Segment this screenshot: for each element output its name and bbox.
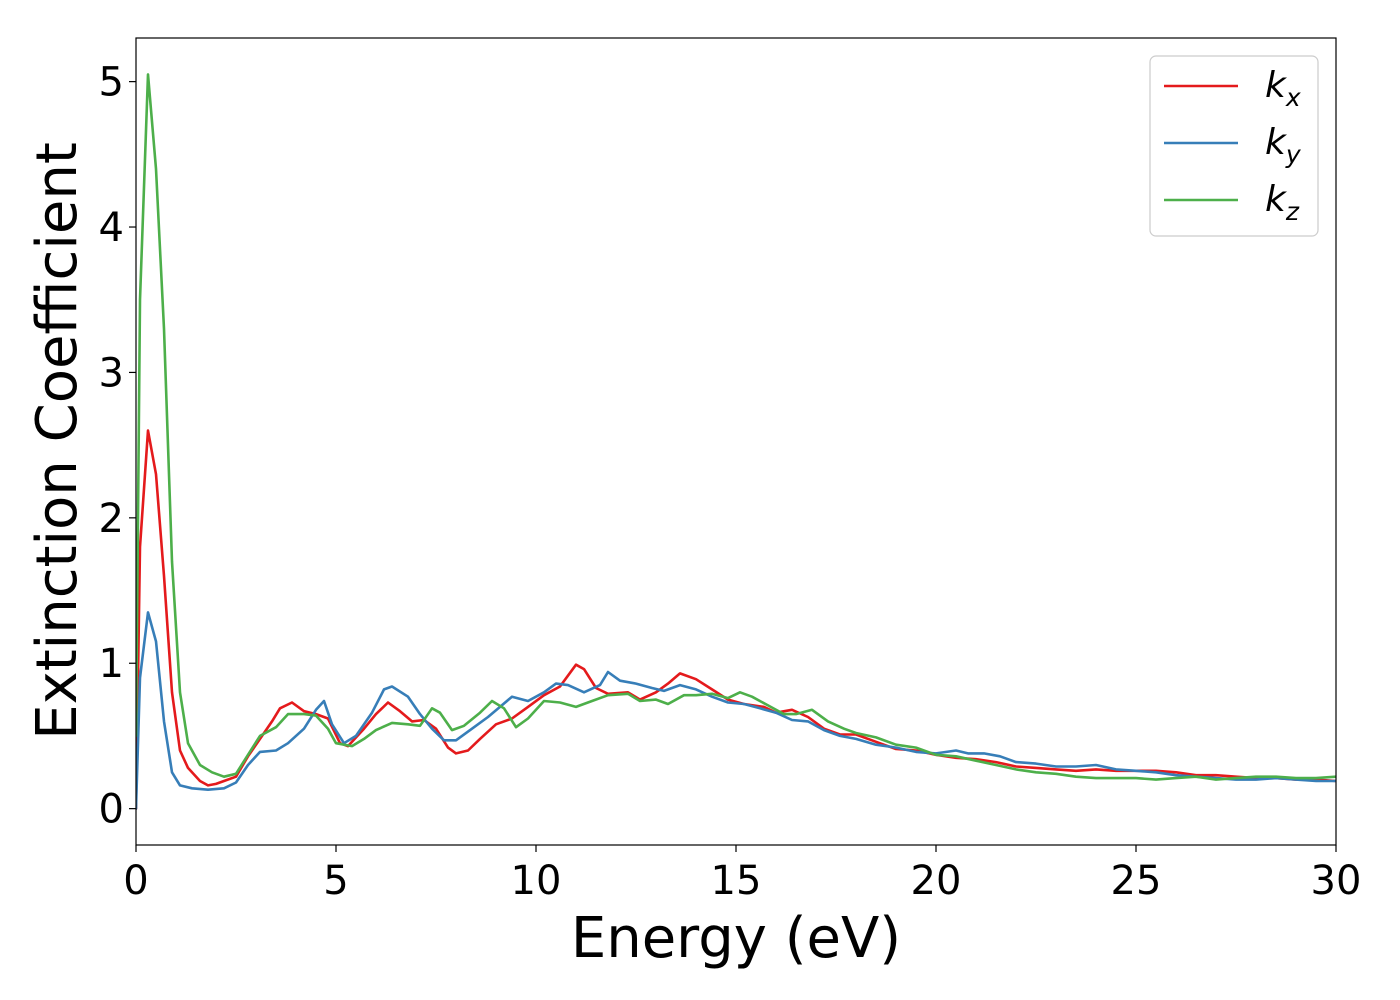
x-tick-label: 5 (323, 858, 348, 904)
y-tick-label: 1 (99, 641, 124, 687)
legend-label-subscript: x (1285, 83, 1301, 112)
y-tick-label: 4 (99, 205, 124, 251)
x-tick-label: 20 (911, 858, 962, 904)
legend-label-subscript: z (1285, 197, 1300, 226)
y-tick-label: 5 (99, 60, 124, 106)
legend-frame (1149, 55, 1319, 237)
y-tick-label: 2 (99, 496, 124, 542)
series-line-k-z (136, 73, 1336, 781)
x-axis-ticks: 0 5 10 15 20 25 30 (123, 845, 1361, 904)
series-layer (136, 73, 1336, 810)
x-tick-label: 10 (511, 858, 562, 904)
legend-label: ky (1265, 122, 1302, 169)
legend-label: kx (1265, 65, 1301, 112)
legend-label-main: k (1265, 122, 1288, 163)
x-tick-label: 25 (1111, 858, 1162, 904)
legend-label-subscript: y (1285, 140, 1302, 169)
y-tick-label: 3 (99, 350, 124, 396)
legend-label-main: k (1265, 179, 1288, 220)
legend-label: kz (1265, 179, 1300, 226)
y-axis-ticks: 0 1 2 3 4 5 (99, 60, 136, 833)
x-tick-label: 0 (123, 858, 148, 904)
series-line-k-y (136, 611, 1336, 810)
x-tick-label: 15 (711, 858, 762, 904)
y-axis-title: Extinction Coefficient (25, 142, 90, 740)
x-tick-label: 30 (1311, 858, 1362, 904)
y-tick-label: 0 (99, 787, 124, 833)
legend-label-main: k (1265, 65, 1288, 106)
x-axis-title: Energy (eV) (571, 906, 901, 971)
